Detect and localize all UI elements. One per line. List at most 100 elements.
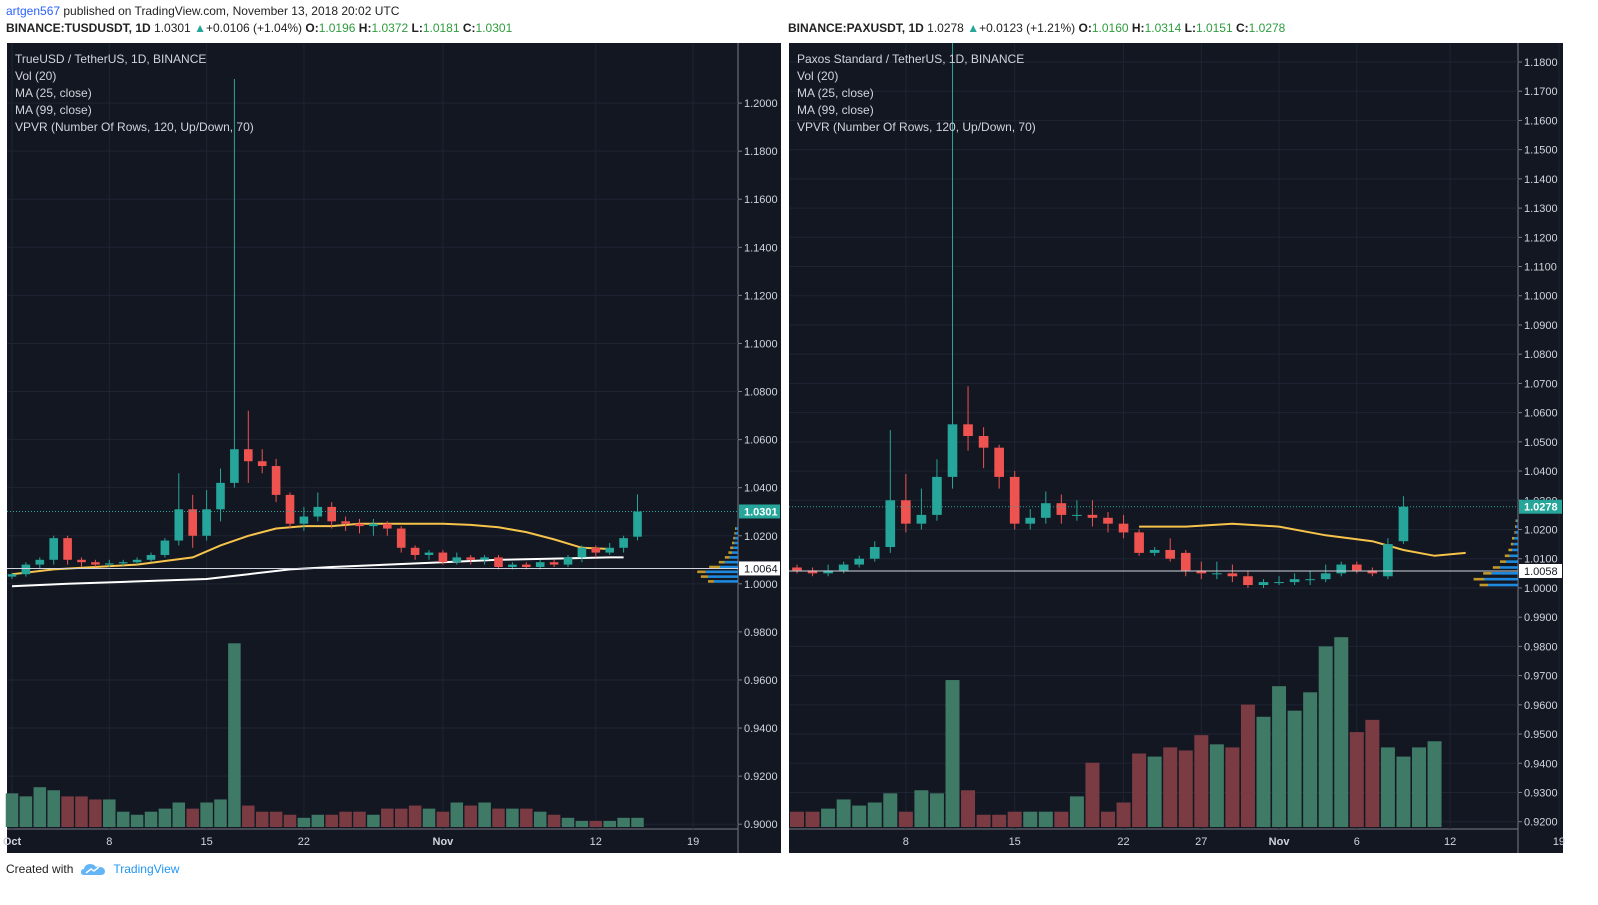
candle-body [619, 538, 628, 548]
x-tick-label: 22 [298, 836, 310, 848]
y-tick-label: 1.0000 [1524, 583, 1558, 595]
y-tick-label: 1.0800 [1524, 349, 1558, 361]
candle-body [508, 564, 517, 567]
left-symbol-header: BINANCE:TUSDUSDT, 1D 1.0301 ▲+0.0106 (+1… [6, 21, 513, 35]
volume-bar [436, 811, 450, 827]
candle-body [257, 461, 267, 467]
vpvr-up-bar [1488, 583, 1518, 587]
candle-body [916, 514, 927, 524]
candle-body [230, 449, 239, 483]
volume-bar [242, 805, 255, 827]
volume-bar [130, 814, 144, 827]
candle-body [438, 552, 448, 563]
volume-bar [1209, 744, 1224, 827]
vpvr-up-bar [705, 570, 738, 574]
chart-title: Paxos Standard / TetherUS, 1D, BINANCE [797, 52, 1024, 66]
y-tick-label: 1.0100 [1524, 554, 1558, 566]
ma25-line [11, 525, 332, 576]
indicator-legend: VPVR (Number Of Rows, 120, Up/Down, 70) [797, 120, 1036, 134]
candle-body [188, 509, 198, 536]
author-link[interactable]: artgen567 [6, 4, 61, 18]
volume-bar [852, 805, 867, 827]
volume-bar [1256, 716, 1271, 827]
volume-bar [1334, 637, 1349, 827]
candle-body [549, 562, 559, 565]
volume-bar [325, 814, 338, 827]
vpvr-down-bar [728, 551, 732, 554]
candle-body [424, 552, 434, 555]
chart-panel-1: 1.2000 1.1800 1.1600 1.1400 1.1200 1.1000 1.08… [3, 43, 781, 853]
candle-body [49, 538, 59, 560]
close-value: 1.0301 [475, 21, 513, 35]
candle-body [396, 528, 406, 548]
candle-body [35, 559, 45, 565]
volume-bar [186, 808, 199, 827]
candle-body [1367, 570, 1378, 574]
ma-value-tag [739, 561, 780, 576]
vpvr-down-bar [733, 536, 735, 540]
x-tick-label: 19 [687, 836, 699, 848]
x-tick-label: 15 [1009, 836, 1021, 848]
volume-bar [1396, 756, 1411, 827]
candle-body [1305, 579, 1315, 581]
volume-bar [116, 811, 130, 827]
symbol-name: BINANCE:TUSDUSDT, 1D [6, 21, 151, 35]
volume-bar [381, 808, 394, 827]
last-price: 1.0301 [154, 21, 191, 35]
candle-body [271, 466, 281, 495]
y-tick-label: 1.0500 [1524, 437, 1558, 449]
last-price-label: 1.0278 [1524, 502, 1558, 514]
vpvr-up-bar [729, 556, 738, 559]
volume-bar [1225, 747, 1240, 827]
candle-body [1289, 579, 1300, 583]
y-tick-label: 0.9700 [1524, 671, 1558, 683]
y-tick-label: 1.1100 [1524, 262, 1557, 274]
volume-bar [464, 805, 477, 827]
up-arrow-icon: ▲ [194, 21, 206, 35]
ma25-line [1139, 522, 1466, 557]
last-price-tag [739, 504, 780, 519]
low-value: 1.0181 [422, 21, 460, 35]
chart-panel-2: 1.1800 1.1700 1.1600 1.1500 1.1400 1.1300 1.12… [789, 43, 1565, 853]
vpvr-up-bar [720, 565, 738, 569]
candle-body [285, 494, 295, 524]
volume-bar [33, 787, 47, 827]
y-tick-label: 1.0400 [1524, 466, 1558, 478]
created-with-label: Created with [6, 862, 74, 876]
volume-bar [1163, 747, 1178, 827]
candle-body [243, 449, 253, 462]
volume-bar [103, 799, 116, 827]
x-tick-label: 22 [1117, 836, 1129, 848]
vpvr-up-bar [1515, 531, 1518, 534]
ma25-line [331, 522, 610, 550]
volume-bar [945, 680, 960, 827]
high-value: 1.0314 [1144, 21, 1182, 35]
candle-body [466, 557, 476, 560]
candle-body [823, 570, 833, 574]
volume-bar [450, 802, 464, 827]
vpvr-down-bar [724, 556, 730, 559]
candle-body [521, 564, 531, 567]
x-tick-label: Nov [433, 836, 455, 848]
volume-bar [1349, 732, 1364, 827]
y-tick-label: 1.1000 [744, 338, 778, 350]
y-tick-label: 1.1400 [1524, 174, 1558, 186]
volume-bar [1365, 719, 1380, 827]
volume-bar [1178, 750, 1193, 827]
tradingview-brand[interactable]: TradingView [113, 862, 180, 876]
volume-bar [1287, 710, 1302, 827]
y-tick-label: 1.1300 [1524, 203, 1558, 215]
candle-body [1351, 564, 1362, 571]
published-text: published on TradingView.com, November 1… [60, 4, 400, 18]
y-tick-label: 1.0900 [1524, 320, 1558, 332]
indicator-legend: MA (99, close) [797, 103, 874, 117]
candle-body [963, 424, 973, 436]
open-value: 1.0196 [318, 21, 356, 35]
volume-bar [805, 811, 820, 827]
vpvr-down-bar [1492, 566, 1500, 569]
candle-body [1180, 552, 1191, 571]
y-tick-label: 1.1700 [1524, 86, 1558, 98]
candle-body [410, 547, 420, 555]
volume-bar [867, 802, 882, 827]
